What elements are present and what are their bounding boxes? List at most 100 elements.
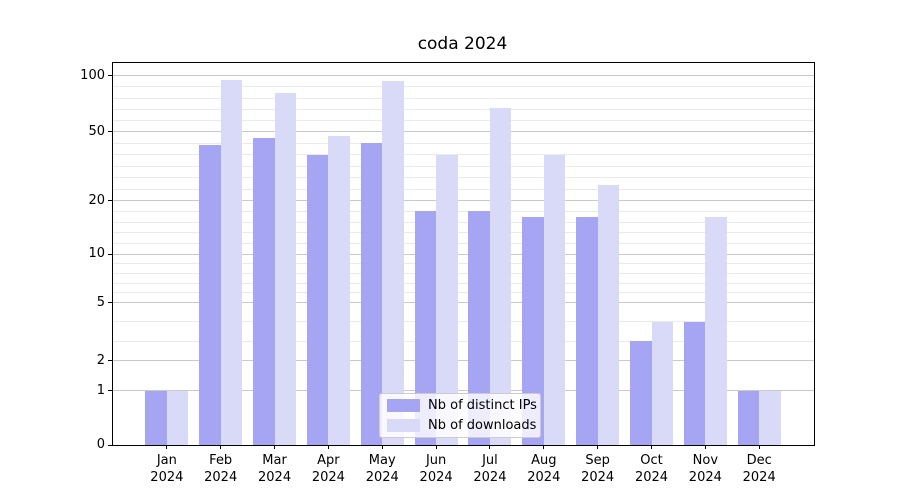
x-tick-label-line: Jun	[425, 453, 447, 468]
x-tick-label: Mar 2024	[245, 452, 305, 486]
bar-downloads	[220, 80, 243, 445]
bar-distinct-ips	[630, 341, 652, 445]
legend-swatch-nb-of-distinct-ips	[387, 399, 420, 412]
gridline-minor	[113, 221, 814, 223]
x-tick-label-line: 2024	[742, 470, 776, 485]
x-tick-mark	[597, 445, 599, 449]
x-tick-label-line: 2024	[634, 470, 669, 485]
gridline-minor	[113, 243, 814, 245]
gridline-minor	[113, 282, 814, 284]
gridline-minor	[113, 119, 814, 121]
legend: Nb of distinct IPs Nb of downloads	[379, 393, 541, 438]
gridline-minor	[113, 165, 814, 167]
bar-distinct-ips	[576, 216, 598, 445]
gridline-minor	[113, 97, 814, 99]
gridline-minor	[113, 232, 814, 234]
x-tick-label-line: 2024	[688, 470, 722, 485]
gridline-minor	[113, 188, 814, 190]
gridline-minor	[113, 263, 814, 265]
chart-title: coda 2024	[417, 34, 508, 54]
x-tick-label-line: 2024	[258, 470, 292, 485]
bar-distinct-ips	[306, 154, 329, 445]
x-tick-label-line: Apr	[317, 453, 340, 468]
gridline-minor	[113, 108, 814, 110]
bar-downloads	[328, 136, 350, 445]
x-tick-label-line: 2024	[419, 470, 453, 485]
y-tick-label: 0	[96, 437, 105, 452]
bar-distinct-ips	[253, 138, 275, 445]
x-tick-mark	[274, 445, 276, 449]
bar-downloads	[651, 321, 673, 445]
x-tick-label-line: Dec	[746, 453, 772, 468]
x-tick-label-line: Mar	[262, 453, 287, 468]
x-tick-mark	[543, 445, 545, 449]
bar-downloads	[274, 92, 297, 445]
gridline-major	[113, 302, 814, 303]
x-tick-label-line: Feb	[209, 453, 233, 468]
gridline-major	[113, 131, 814, 132]
x-tick-label: Oct 2024	[622, 452, 682, 486]
x-tick-label: Aug 2024	[514, 452, 574, 486]
x-tick-label-line: Jan	[156, 453, 177, 468]
gridline-minor	[113, 210, 814, 212]
gridline-major	[113, 200, 814, 202]
bar-distinct-ips	[683, 321, 706, 445]
y-tick-mark	[108, 390, 112, 392]
x-tick-mark	[651, 445, 652, 449]
bar-distinct-ips	[360, 143, 383, 445]
y-tick-mark	[108, 75, 112, 77]
y-tick-mark	[108, 444, 112, 446]
gridline-minor	[113, 292, 814, 294]
bar-distinct-ips	[468, 211, 490, 445]
x-tick-label: Sep 2024	[568, 452, 628, 486]
y-tick-label: 20	[88, 192, 105, 208]
x-tick-mark	[435, 445, 437, 449]
gridline-major	[113, 253, 814, 255]
y-tick-mark	[108, 131, 112, 132]
x-tick-label-line: Sep	[585, 453, 610, 468]
x-tick-label-line: 2024	[365, 470, 399, 485]
gridline-minor	[113, 340, 814, 342]
bar-downloads	[382, 81, 404, 445]
gridline-major	[113, 360, 814, 361]
x-tick-label-line: 2024	[204, 470, 238, 485]
x-tick-label-line: 2024	[150, 470, 184, 485]
x-tick-label-line: 2024	[473, 470, 507, 485]
bar-downloads	[436, 154, 458, 445]
legend-label: Nb of distinct IPs	[428, 398, 537, 413]
bar-downloads	[597, 184, 620, 445]
legend-swatch-nb-of-downloads	[387, 419, 420, 432]
y-tick-mark	[108, 360, 112, 361]
x-tick-label-line: Jul	[482, 453, 498, 468]
x-tick-mark	[758, 445, 760, 449]
x-tick-label: Jan 2024	[137, 452, 197, 486]
y-tick-mark	[108, 302, 112, 303]
gridline-minor	[113, 154, 814, 156]
x-tick-label-line: Nov	[692, 453, 719, 468]
bar-distinct-ips	[414, 211, 437, 445]
bar-distinct-ips	[199, 145, 221, 445]
x-tick-mark	[166, 445, 168, 449]
y-tick-label: 5	[96, 294, 105, 310]
gridline-major	[113, 390, 814, 392]
y-tick-mark	[108, 200, 112, 202]
x-tick-mark	[220, 445, 222, 449]
legend-row: Nb of distinct IPs	[387, 398, 537, 413]
x-tick-mark	[381, 445, 383, 449]
bar-distinct-ips	[145, 390, 167, 445]
gridline-minor	[113, 142, 814, 144]
x-tick-label-line: Oct	[640, 453, 663, 468]
x-tick-label: Feb 2024	[191, 452, 251, 486]
bar-downloads	[489, 108, 512, 445]
bar-downloads	[705, 216, 727, 445]
legend-label: Nb of downloads	[428, 418, 537, 433]
x-tick-label: Dec 2024	[729, 452, 789, 486]
gridline-minor	[113, 177, 814, 179]
x-tick-label: May 2024	[352, 452, 412, 486]
x-tick-label: Jun 2024	[406, 452, 466, 486]
x-tick-label-line: Aug	[531, 453, 557, 468]
x-tick-label: Apr 2024	[298, 452, 358, 486]
y-tick-label: 2	[96, 352, 105, 368]
gridline-minor	[113, 321, 814, 323]
